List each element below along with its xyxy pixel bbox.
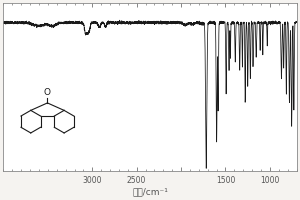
X-axis label: 波数/cm⁻¹: 波数/cm⁻¹ bbox=[132, 188, 168, 197]
